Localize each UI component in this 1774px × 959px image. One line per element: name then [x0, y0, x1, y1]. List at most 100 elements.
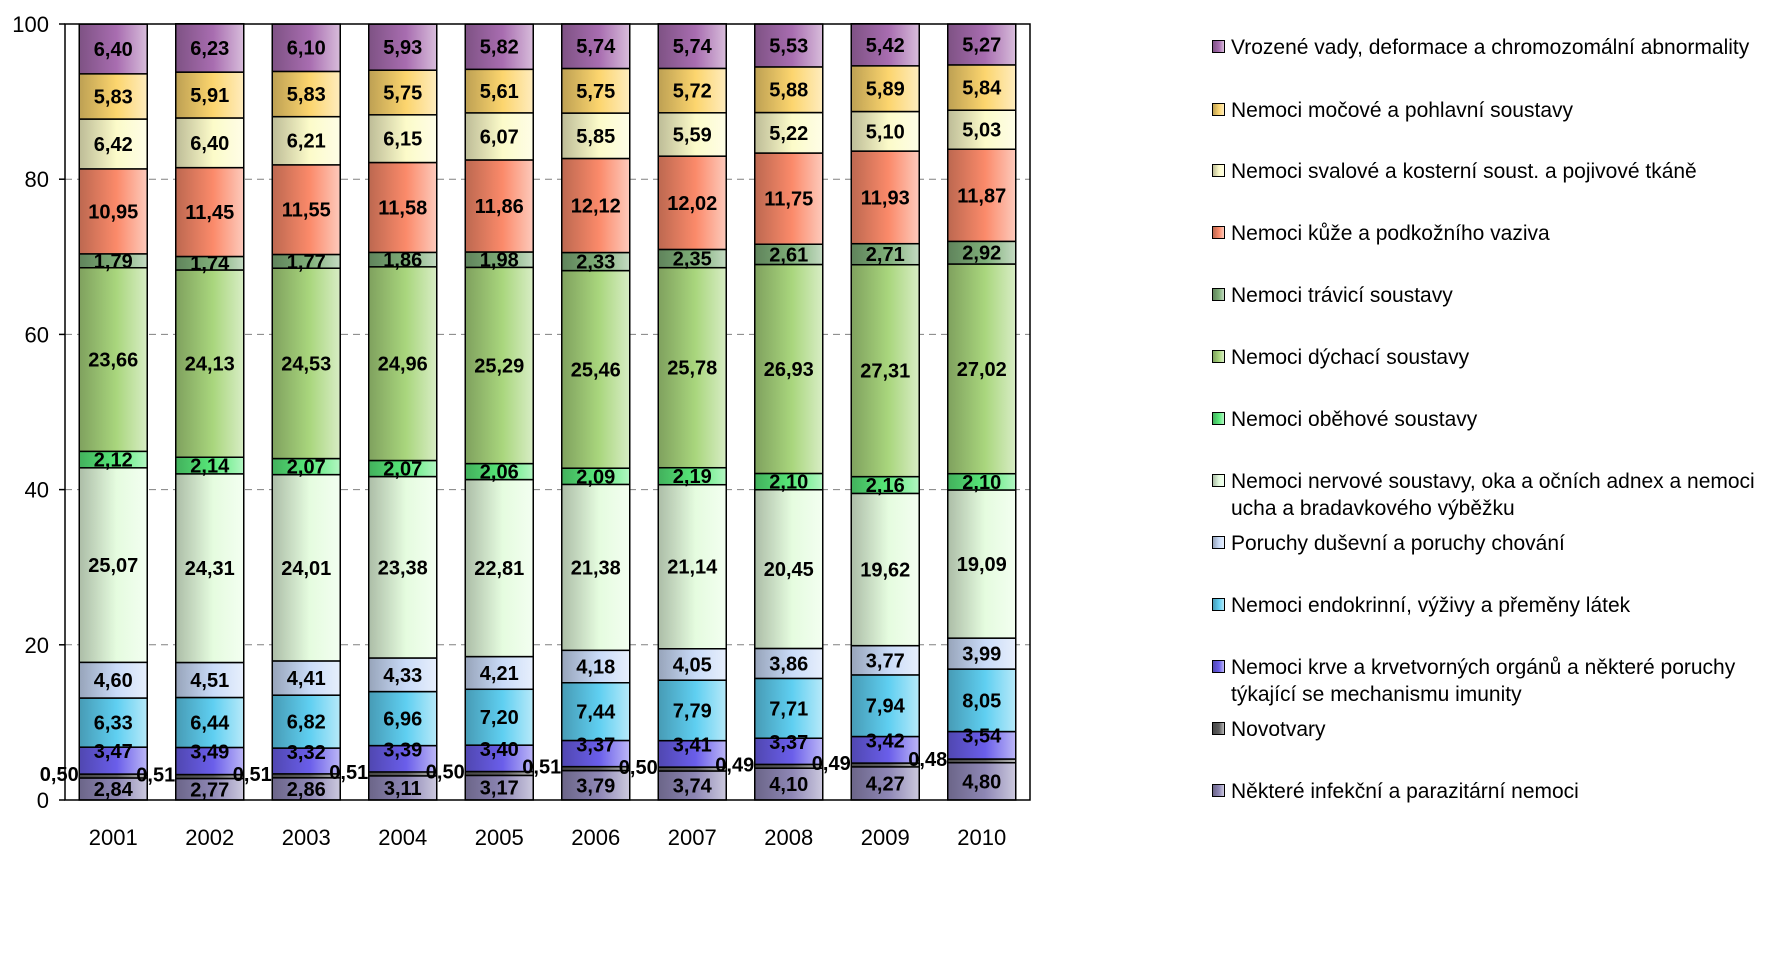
data-label: 5,75 [383, 82, 422, 104]
bar-segment [561, 269, 631, 469]
data-label: 3,77 [866, 650, 905, 672]
bar-segment [464, 688, 534, 746]
bar-segment [368, 266, 438, 462]
legend-swatch [1212, 474, 1225, 487]
data-label: 3,37 [576, 734, 615, 756]
bar-segment [464, 478, 534, 658]
legend-swatch [1212, 40, 1225, 53]
bar-segment [850, 150, 920, 245]
legend-label: Novotvary [1231, 718, 1326, 741]
legend-swatch [1212, 598, 1225, 611]
data-label: 3,47 [94, 741, 133, 763]
data-label: 0,50 [426, 762, 465, 784]
bar-segment [561, 769, 631, 801]
bar-segment [271, 164, 341, 256]
data-label: 2,77 [190, 779, 229, 801]
data-label: 2,84 [94, 779, 134, 801]
bar-segment [175, 71, 245, 119]
data-label: 0,49 [812, 753, 851, 775]
data-label: 5,03 [962, 120, 1001, 142]
bar-segment [657, 112, 727, 157]
data-label: 5,93 [383, 37, 422, 59]
legend-item: Nemoci svalové a kosterní soust. a pojiv… [1212, 158, 1772, 185]
data-label: 2,09 [576, 466, 615, 488]
legend-swatch [1212, 784, 1225, 797]
data-label: 6,42 [94, 134, 133, 156]
data-label: 2,19 [673, 466, 712, 488]
x-tick-label: 2006 [571, 825, 620, 850]
legend-item: Poruchy duševní a poruchy chování [1212, 530, 1772, 557]
legend-swatch [1212, 288, 1225, 301]
x-tick-label: 2005 [475, 825, 524, 850]
bar-segment [368, 161, 438, 254]
bar-segment [657, 23, 727, 70]
data-label: 27,31 [860, 361, 910, 383]
data-label: 7,71 [769, 698, 808, 720]
data-label: 2,71 [866, 244, 905, 266]
bar-segment [657, 266, 727, 469]
y-tick-label: 0 [37, 788, 49, 813]
data-label: 27,02 [957, 359, 1007, 381]
x-tick-label: 2010 [957, 825, 1006, 850]
data-label: 2,06 [480, 462, 519, 484]
data-label: 2,07 [287, 457, 326, 479]
data-label: 1,86 [383, 250, 422, 272]
bar-segment [947, 668, 1017, 733]
bar-segment [78, 661, 148, 699]
bar-segment [271, 473, 341, 662]
data-label: 1,74 [190, 253, 230, 275]
legend-label: Nemoci svalové a kosterní soust. a pojiv… [1231, 160, 1697, 183]
data-label: 25,78 [667, 358, 717, 380]
legend-label: Nemoci trávicí soustavy [1231, 284, 1453, 307]
data-label: 4,21 [480, 663, 519, 685]
data-label: 5,88 [769, 80, 808, 102]
legend-item: Nemoci kůže a podkožního vaziva [1212, 220, 1772, 247]
bar-segment [78, 23, 148, 75]
data-label: 2,10 [769, 472, 808, 494]
data-label: 11,87 [957, 185, 1006, 207]
bar-segment [271, 70, 341, 118]
data-label: 24,13 [185, 354, 235, 376]
legend-item: Nemoci dýchací soustavy [1212, 344, 1772, 371]
data-label: 7,20 [480, 707, 519, 729]
legend-label: Nemoci dýchací soustavy [1231, 346, 1470, 369]
bar-segment [464, 159, 534, 253]
data-label: 3,99 [962, 644, 1001, 666]
legend-label: Nemoci krve a krvetvorných orgánů a někt… [1231, 656, 1736, 706]
legend-item: Novotvary [1212, 716, 1772, 743]
data-label: 10,95 [88, 201, 138, 223]
data-label: 4,18 [576, 657, 615, 679]
data-label: 7,79 [673, 700, 712, 722]
bar-segment [368, 475, 438, 659]
data-label: 3,74 [673, 775, 713, 797]
data-label: 6,15 [383, 129, 422, 151]
legend-item: Nemoci oběhové soustavy [1212, 406, 1772, 433]
data-label: 0,48 [908, 749, 947, 771]
data-label: 6,33 [94, 713, 133, 735]
data-label: 4,80 [962, 771, 1001, 793]
data-label: 5,83 [287, 84, 326, 106]
data-label: 2,14 [190, 456, 230, 478]
bar-segment [271, 694, 341, 749]
bar-segment [368, 775, 438, 801]
bar-segment [754, 66, 824, 114]
data-label: 6,23 [190, 38, 229, 60]
bar-segment [850, 110, 920, 152]
x-tick-label: 2008 [764, 825, 813, 850]
data-label: 4,51 [190, 670, 229, 692]
bar-segment [368, 690, 438, 747]
bar-segment [464, 744, 534, 773]
legend-swatch [1212, 164, 1225, 177]
plot-area-frame [64, 23, 1031, 801]
y-tick-label: 100 [12, 12, 49, 37]
bar-segment [175, 166, 245, 258]
legend-label: Nemoci kůže a podkožního vaziva [1231, 222, 1550, 245]
data-label: 11,45 [185, 202, 234, 224]
data-label: 0,50 [40, 764, 79, 786]
legend-swatch [1212, 412, 1225, 425]
data-label: 0,50 [619, 757, 658, 779]
bar-segment [175, 746, 245, 776]
y-tick-label: 40 [25, 478, 49, 503]
data-label: 4,41 [287, 668, 326, 690]
bar-segment [464, 774, 534, 801]
